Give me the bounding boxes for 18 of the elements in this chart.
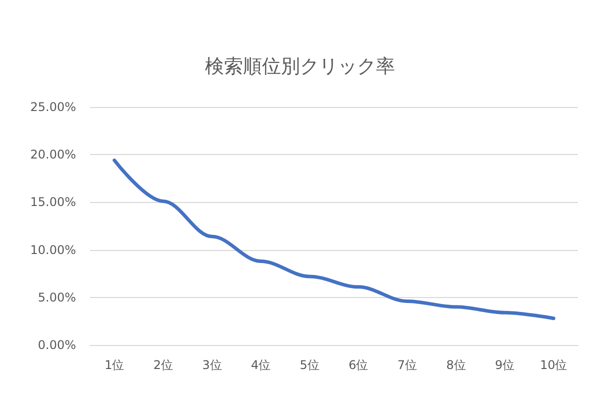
chart-title: 検索順位別クリック率 [205,56,395,78]
x-tick-label: 6位 [348,358,368,372]
x-tick-label: 9位 [494,358,515,372]
x-tick-label: 5位 [300,358,320,372]
x-tick-label: 10位 [540,358,568,372]
y-tick-label: 5.00% [38,290,76,304]
x-tick-label: 1位 [104,358,124,372]
y-tick-label: 25.00% [30,100,76,114]
x-tick-label: 3位 [202,358,222,372]
line-series [112,158,556,320]
x-tick-label: 8位 [446,358,466,372]
y-tick-label: 10.00% [30,242,76,257]
y-tick-label: 20.00% [30,148,76,162]
x-tick-label: 4位 [250,358,271,372]
y-tick-label: 0.00% [38,338,76,352]
y-tick-label: 15.00% [30,195,76,210]
x-tick-label: 2位 [153,358,174,372]
x-tick-label: 7位 [397,358,418,372]
